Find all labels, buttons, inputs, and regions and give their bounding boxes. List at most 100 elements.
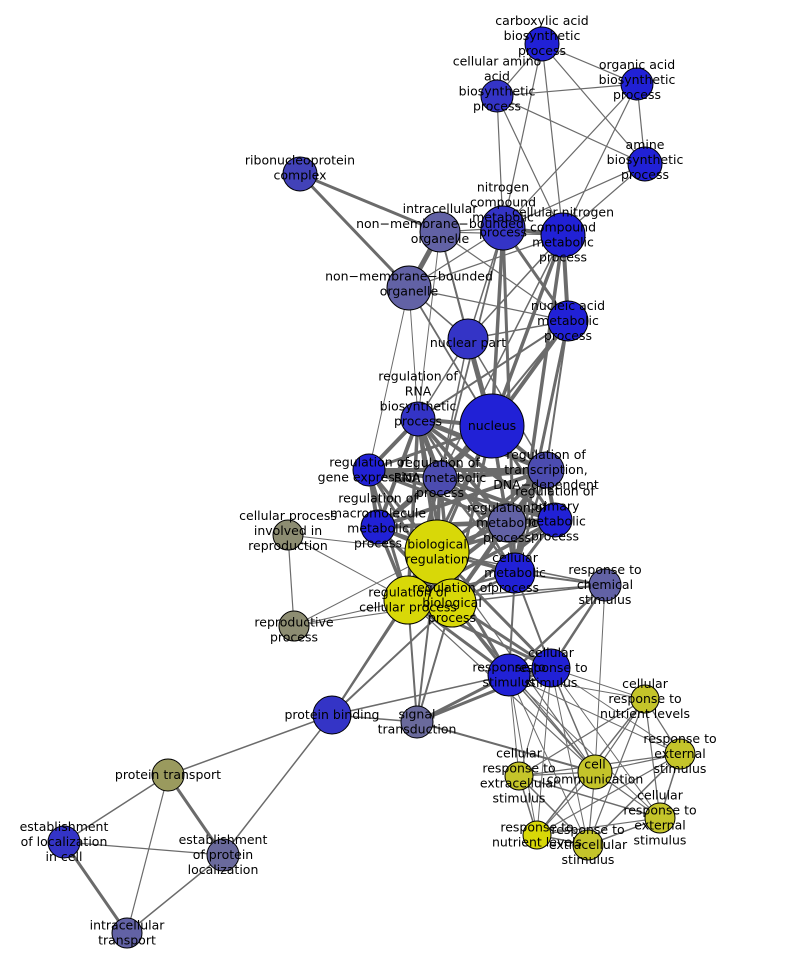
- graph-edge: [594, 584, 606, 773]
- graph-node-label: nucleus: [468, 418, 516, 433]
- graph-node-label: nitrogen compound metabolic process: [470, 179, 536, 239]
- graph-node[interactable]: [487, 503, 527, 543]
- graph-node[interactable]: [577, 754, 613, 790]
- graph-node[interactable]: [111, 917, 143, 949]
- graph-node[interactable]: [312, 695, 352, 735]
- graph-edge: [467, 234, 564, 340]
- graph-node-label: response to external stimulus: [643, 731, 716, 776]
- graph-node-label: protein transport: [115, 767, 221, 782]
- graph-edge: [550, 667, 661, 819]
- graph-edge: [518, 775, 589, 846]
- graph-node-label: regulation of biological process: [412, 580, 492, 625]
- graph-node[interactable]: [427, 578, 477, 628]
- graph-edge: [562, 83, 638, 236]
- graph-node[interactable]: [400, 401, 436, 437]
- graph-node[interactable]: [459, 393, 525, 459]
- graph-edge: [439, 338, 469, 479]
- graph-node[interactable]: [480, 79, 514, 113]
- graph-node[interactable]: [480, 205, 526, 251]
- graph-node-label: response to stimulus: [472, 659, 545, 689]
- graph-node-label: response to chemical stimulus: [568, 562, 641, 607]
- graph-node-label: cellular metabolic process: [484, 550, 546, 595]
- graph-edge: [126, 854, 224, 934]
- graph-edge: [587, 698, 646, 846]
- graph-node[interactable]: [524, 26, 560, 62]
- graph-node-label: organic acid biosynthetic process: [599, 57, 676, 102]
- graph-node[interactable]: [272, 519, 304, 551]
- graph-node-label: carboxylic acid biosynthetic process: [495, 13, 588, 58]
- graph-node[interactable]: [547, 300, 589, 342]
- graph-edge: [508, 674, 538, 836]
- graph-edge: [490, 226, 505, 428]
- graph-edge: [376, 468, 548, 529]
- graph-node-label: nucleic acid metabolic process: [531, 298, 605, 343]
- graph-node-label: cellular response to nutrient levels: [600, 676, 690, 721]
- graph-node[interactable]: [360, 509, 396, 545]
- graph-node-label: cellular response to external stimulus: [623, 787, 696, 847]
- graph-edge: [541, 43, 646, 165]
- graph-node[interactable]: [206, 838, 240, 872]
- graph-node[interactable]: [630, 684, 660, 714]
- graph-edge: [536, 753, 681, 836]
- graph-edge: [417, 320, 569, 420]
- graph-node[interactable]: [419, 211, 461, 253]
- graph-edge: [508, 674, 646, 700]
- graph-node[interactable]: [386, 265, 432, 311]
- graph-node-label: regulation of gene expression: [318, 454, 421, 484]
- graph-node-label: regulation of primary metabolic process: [515, 483, 595, 543]
- graph-node[interactable]: [540, 212, 586, 258]
- graph-node[interactable]: [664, 738, 696, 770]
- graph-node[interactable]: [47, 825, 81, 859]
- graph-edge: [331, 674, 510, 716]
- graph-edge: [496, 95, 564, 236]
- graph-node-label: regulation of RNA biosynthetic process: [378, 368, 458, 428]
- graph-node[interactable]: [278, 610, 310, 642]
- graph-node[interactable]: [620, 67, 654, 101]
- graph-node-label: intracellular non−membrane−bounded organel…: [356, 201, 524, 246]
- graph-edge: [507, 583, 607, 677]
- graph-node[interactable]: [487, 653, 531, 697]
- graph-edge: [496, 95, 646, 165]
- graph-node-label: regulation of cellular process: [359, 584, 457, 614]
- graph-node[interactable]: [537, 502, 573, 538]
- graph-node[interactable]: [447, 318, 489, 360]
- graph-node-label: regulation of metabolic process: [467, 500, 547, 545]
- graph-edge: [502, 83, 638, 229]
- graph-node[interactable]: [588, 568, 622, 602]
- graph-node[interactable]: [400, 705, 434, 739]
- graph-node[interactable]: [522, 820, 552, 850]
- graph-node[interactable]: [494, 552, 536, 594]
- graph-edge: [536, 817, 661, 836]
- graph-node-label: signal transduction: [378, 706, 457, 736]
- graph-edge: [518, 775, 661, 819]
- graph-edge: [508, 674, 596, 773]
- labels-layer: carboxylic acid biosynthetic processorgani…: [20, 13, 717, 948]
- graph-node[interactable]: [151, 758, 185, 792]
- graph-node[interactable]: [531, 648, 571, 688]
- graph-edge: [298, 172, 442, 234]
- graph-node[interactable]: [422, 460, 458, 496]
- graph-edge: [62, 840, 129, 935]
- graph-node-label: intracellular transport: [90, 917, 166, 947]
- graph-edge: [496, 83, 638, 97]
- graph-node[interactable]: [527, 451, 565, 489]
- graph-node[interactable]: [282, 156, 318, 192]
- graph-node[interactable]: [504, 761, 534, 791]
- graph-node[interactable]: [644, 802, 676, 834]
- graph-node[interactable]: [627, 146, 663, 182]
- graph-node-label: regulation of macromolecule metabolic proce…: [330, 490, 426, 550]
- graph-edge: [167, 714, 333, 776]
- graph-edge: [63, 841, 224, 856]
- graph-node[interactable]: [352, 453, 386, 487]
- graph-edge: [502, 163, 646, 229]
- graph-node-label: protein binding: [284, 707, 379, 722]
- graph-edge: [438, 476, 557, 522]
- graph-edge: [451, 584, 606, 604]
- graph-edge: [367, 468, 509, 525]
- graph-node[interactable]: [572, 829, 604, 861]
- graph-edge: [406, 417, 420, 602]
- graph-edge: [222, 714, 333, 856]
- graph-node-label: regulation of transcription, DNA−dependent: [493, 447, 599, 492]
- graph-edge: [126, 774, 169, 934]
- graph-edge: [298, 172, 411, 290]
